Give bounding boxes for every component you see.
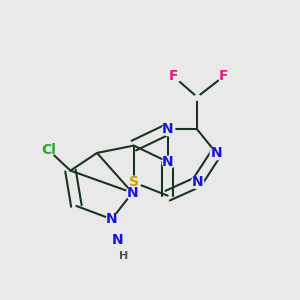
Text: N: N	[210, 146, 222, 160]
Text: S: S	[129, 176, 139, 189]
Text: N: N	[191, 176, 203, 189]
Text: F: F	[169, 69, 178, 83]
Text: Cl: Cl	[41, 143, 56, 157]
Text: F: F	[219, 69, 228, 83]
Text: N: N	[162, 122, 173, 136]
Text: N: N	[162, 155, 173, 169]
Text: N: N	[106, 212, 118, 226]
Text: N: N	[112, 233, 123, 247]
Text: N: N	[127, 186, 138, 200]
Text: H: H	[119, 251, 128, 261]
